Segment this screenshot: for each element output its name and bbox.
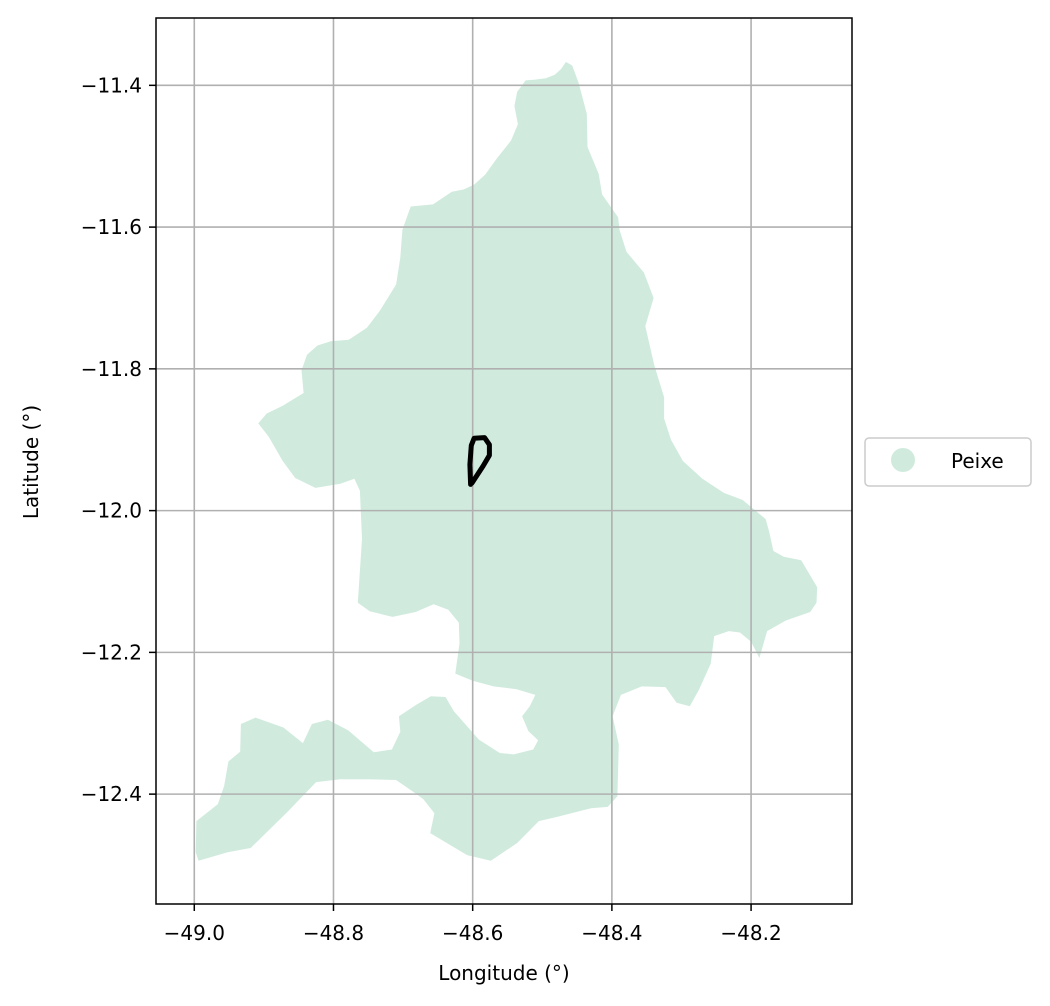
legend-marker-peixe [891,448,915,472]
x-tick-label-4: −48.2 [720,921,781,945]
y-tick-label-5: −12.4 [81,782,142,806]
y-axis-title: Latitude (°) [19,405,43,519]
y-tick-label-1: −11.6 [81,215,142,239]
x-axis-title: Longitude (°) [438,961,569,985]
x-tick-label-3: −48.4 [581,921,642,945]
axes-frame [155,17,853,905]
stream-line [467,435,492,487]
legend-frame [864,437,1032,487]
x-tick-label-2: −48.6 [442,921,503,945]
y-tick-label-0: −11.4 [81,73,142,97]
legend-label-peixe: Peixe [951,449,1004,473]
y-tick-label-2: −11.8 [81,357,142,381]
plot-area [155,17,853,905]
x-tick-label-1: −48.8 [303,921,364,945]
region-polygon-peixe [195,61,818,861]
x-tick-label-0: −49.0 [164,921,225,945]
y-tick-label-3: −12.0 [81,499,142,523]
x-axis: −49.0 −48.8 −48.6 −48.4 −48.2 [164,904,782,945]
y-tick-label-4: −12.2 [81,640,142,664]
legend: Peixe [864,437,1032,487]
grid-lines [156,18,852,904]
y-axis: −11.4 −11.6 −11.8 −12.0 −12.2 −12.4 [81,73,156,806]
